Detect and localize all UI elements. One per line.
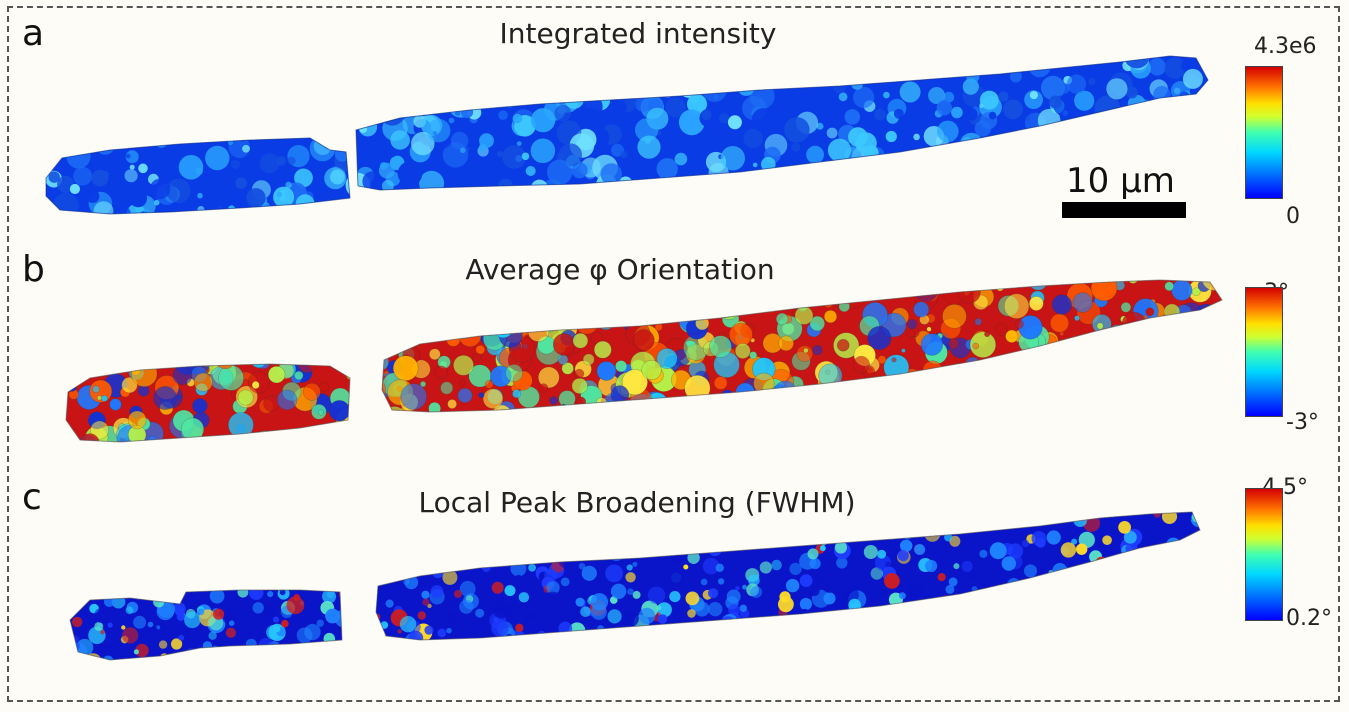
scale-bar [1062,202,1186,218]
panel-c-colorbar-min: 0.2° [1286,606,1332,631]
panel-b-title: Average φ Orientation [465,253,775,286]
map-c-outline [69,511,1201,661]
dashed-frame [7,6,1340,702]
panel-a-colorbar [1245,66,1283,199]
panel-b-letter: b [22,249,45,290]
panel-c-title: Local Peak Broadening (FWHM) [418,486,856,519]
map-b-outline [65,279,1223,443]
panel-c-colorbar [1245,488,1283,621]
orientation-map [65,279,1223,443]
panel-b-colorbar-min: -3° [1286,410,1319,435]
map-a-outline [45,55,1209,215]
map-c-base [70,512,1200,660]
panel-b-colorbar [1245,287,1283,417]
panel-c-letter: c [22,477,42,518]
peak-broadening-map [69,511,1201,661]
panel-a-colorbar-max: 4.3e6 [1254,34,1317,59]
integrated-intensity-map [45,55,1209,215]
map-a-base [46,56,1208,214]
scale-bar-label: 10 μm [1066,161,1175,201]
panel-a-colorbar-min: 0 [1286,204,1300,229]
panel-a-letter: a [22,13,45,54]
panel-a-title: Integrated intensity [499,17,777,50]
